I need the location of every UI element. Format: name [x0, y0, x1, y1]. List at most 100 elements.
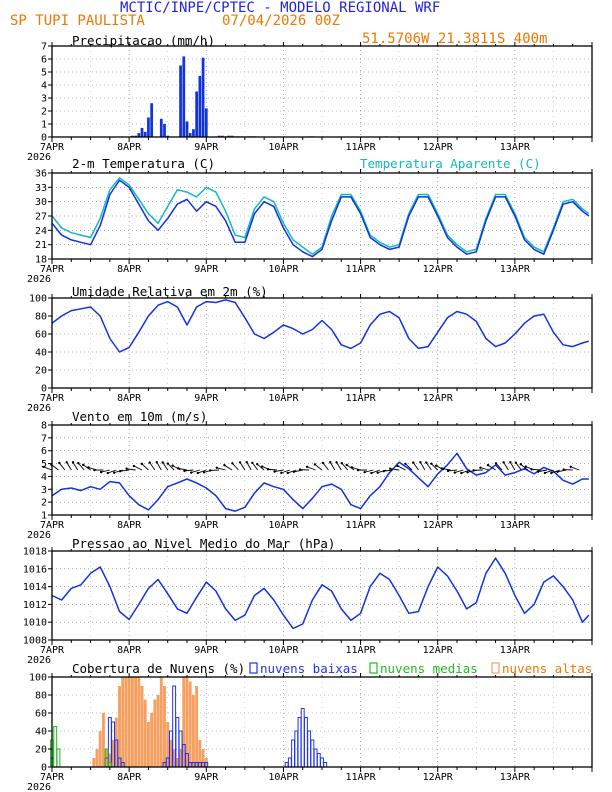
series-line: [51, 452, 589, 512]
wind-arrow: [256, 463, 265, 471]
wind-arrow: [531, 468, 541, 471]
x-tick-label: 13APR: [500, 772, 531, 783]
wind-arrow: [329, 462, 336, 471]
wind-arrow-head: [298, 468, 302, 471]
wind-arrow-head: [446, 469, 450, 473]
wind-arrow: [267, 468, 278, 471]
wind-arrow-head: [524, 465, 528, 468]
x-tick-label: 8APR: [117, 264, 142, 275]
wind-arrow: [425, 462, 432, 471]
wind-arrow: [314, 464, 323, 471]
precip-bar: [182, 56, 186, 137]
y-tick-label: 0: [41, 763, 47, 774]
legend-swatch: [249, 662, 258, 674]
year-label: 2026: [27, 655, 51, 666]
wind-arrow: [544, 469, 554, 474]
wind-arrow-head: [562, 468, 565, 471]
high-cloud-bar: [153, 699, 157, 767]
x-tick-label: 11APR: [346, 520, 377, 531]
high-cloud-bar: [121, 677, 125, 767]
high-cloud-bar: [169, 740, 173, 767]
main-title: MCTIC/INPE/CPTEC - MODELO REGIONAL WRF: [120, 0, 441, 16]
high-cloud-bar: [185, 677, 189, 767]
precip-bar: [188, 133, 192, 137]
x-tick-label: 8APR: [117, 142, 142, 153]
y-tick-label: 100: [29, 673, 47, 684]
wind-arrow-head: [335, 461, 338, 464]
wind-arrow: [246, 462, 252, 471]
wind-arrow: [224, 464, 233, 471]
wind-arrow-head: [382, 469, 385, 473]
x-tick-label: 9APR: [194, 264, 219, 275]
wind-arrow: [88, 466, 98, 471]
y-tick-label: 7: [41, 42, 47, 53]
wind-arrow: [509, 462, 516, 471]
wind-arrow: [156, 461, 162, 471]
y-tick-label: 80: [35, 312, 47, 323]
precip-bar: [150, 103, 154, 137]
wind-arrow: [412, 462, 419, 471]
wind-arrow-head: [223, 463, 226, 467]
wind-arrow: [82, 464, 91, 471]
precip-bar: [195, 91, 199, 137]
wind-arrow-head: [93, 468, 96, 472]
x-tick-label: 12APR: [423, 645, 454, 656]
wind-arrow: [287, 469, 297, 474]
y-tick-label: 100: [29, 294, 47, 305]
y-tick-label: 5: [41, 68, 47, 79]
wind-arrow-head: [396, 464, 399, 468]
wind-arrow-head: [261, 465, 264, 468]
high-cloud-bar: [188, 681, 192, 767]
wind-arrow: [351, 467, 361, 471]
wind-arrow: [141, 463, 149, 471]
x-tick-label: 9APR: [194, 393, 219, 404]
wind-arrow: [480, 467, 490, 471]
wind-arrow-head: [305, 465, 309, 469]
wind-arrow-head: [363, 470, 366, 474]
wind-arrow-head: [231, 462, 234, 465]
y-tick-label: 24: [35, 226, 47, 237]
wind-arrow-head: [273, 470, 276, 473]
y-tick-label: 2: [41, 498, 47, 509]
wind-arrow: [167, 463, 175, 471]
wind-arrow: [162, 462, 169, 471]
high-cloud-bar: [191, 695, 195, 767]
wind-arrow: [113, 469, 123, 474]
wind-arrow: [281, 469, 291, 474]
wind-arrow: [101, 469, 110, 473]
y-tick-label: 1: [41, 511, 47, 522]
wind-arrow: [557, 469, 567, 473]
wind-arrow-head: [404, 462, 407, 466]
wind-arrow-head: [132, 464, 136, 468]
x-tick-label: 11APR: [346, 393, 377, 404]
y-tick-label: 6: [41, 446, 47, 457]
x-tick-label: 12APR: [423, 142, 454, 153]
wind-arrow-head: [472, 469, 475, 472]
wind-arrow: [322, 462, 329, 471]
x-tick-label: 10APR: [268, 645, 299, 656]
x-tick-label: 7APR: [40, 264, 65, 275]
y-tick-label: 40: [35, 348, 47, 359]
wind-arrow-head: [329, 461, 332, 464]
panel-title: Vento em 10m (m/s): [72, 409, 207, 424]
x-tick-label: 9APR: [194, 645, 219, 656]
wind-arrow-head: [494, 462, 498, 465]
legend-swatch: [369, 662, 378, 674]
wind-arrow: [336, 462, 342, 471]
legend-label: nuvens medias: [380, 661, 478, 676]
wind-arrow-head: [460, 471, 463, 475]
y-tick-label: 1016: [23, 564, 47, 575]
high-cloud-bar: [124, 677, 128, 767]
x-tick-label: 10APR: [268, 142, 299, 153]
panel-6: [48, 662, 593, 772]
wind-arrow-head: [202, 471, 206, 474]
wind-arrow: [341, 462, 349, 471]
low-cloud-bar: [310, 739, 315, 768]
y-tick-label: 80: [35, 691, 47, 702]
panel-1: [48, 42, 593, 142]
x-tick-label: 9APR: [194, 772, 219, 783]
x-tick-label: 13APR: [500, 393, 531, 404]
high-cloud-bar: [98, 731, 102, 767]
wind-arrow: [149, 462, 156, 471]
